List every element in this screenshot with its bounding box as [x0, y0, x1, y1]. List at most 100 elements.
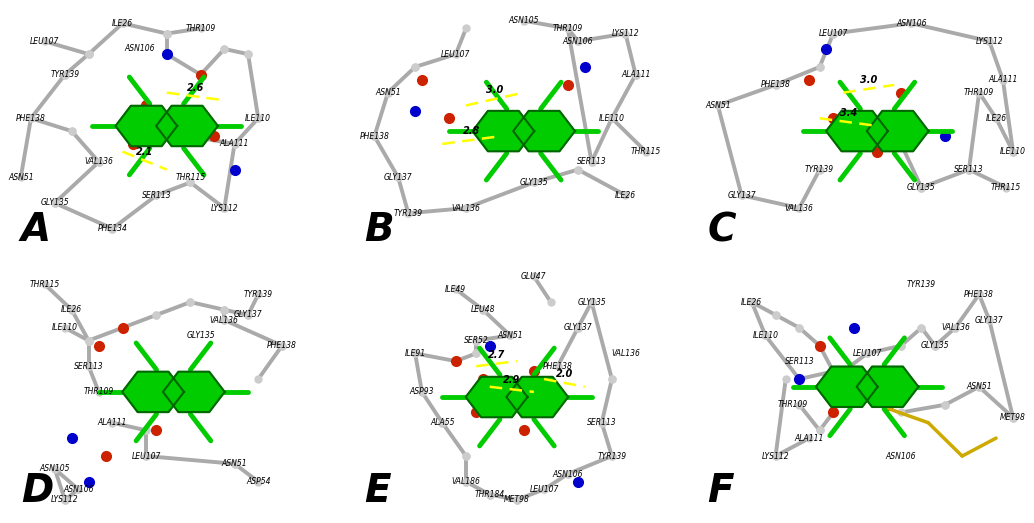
Text: VAL186: VAL186 [452, 477, 481, 486]
Text: GLY137: GLY137 [975, 315, 1004, 325]
Text: TYR139: TYR139 [51, 70, 80, 79]
Text: ASN106: ASN106 [63, 485, 94, 494]
Text: GLY135: GLY135 [577, 298, 606, 306]
Text: ILE110: ILE110 [1000, 147, 1026, 156]
Text: ASN51: ASN51 [497, 331, 523, 340]
Text: ASN106: ASN106 [886, 451, 916, 461]
Text: LEU107: LEU107 [852, 349, 882, 358]
Text: ASN106: ASN106 [562, 37, 594, 46]
Text: MET98: MET98 [1000, 413, 1026, 422]
Text: PHE138: PHE138 [543, 362, 573, 371]
Text: ALA111: ALA111 [795, 434, 824, 442]
Text: ILE91: ILE91 [404, 349, 426, 358]
Polygon shape [856, 367, 918, 407]
Text: LYS112: LYS112 [762, 451, 789, 461]
Text: D: D [21, 472, 53, 510]
Text: LYS112: LYS112 [612, 29, 639, 38]
Text: VAL136: VAL136 [611, 349, 640, 358]
Text: ILE110: ILE110 [245, 114, 271, 123]
Text: PHE138: PHE138 [761, 81, 790, 89]
Text: GLY135: GLY135 [186, 331, 215, 340]
Polygon shape [826, 111, 888, 151]
Polygon shape [156, 106, 218, 146]
Text: LYS112: LYS112 [211, 203, 238, 212]
Text: 3.0: 3.0 [860, 75, 878, 85]
Text: THR115: THR115 [631, 147, 661, 156]
Text: VAL136: VAL136 [210, 315, 239, 325]
Text: TYR139: TYR139 [907, 280, 936, 289]
Text: GLY137: GLY137 [564, 323, 592, 332]
Text: ASN51: ASN51 [375, 88, 401, 97]
Text: ASN51: ASN51 [705, 101, 731, 110]
Text: F: F [707, 472, 734, 510]
Text: 2.7: 2.7 [488, 350, 506, 360]
Polygon shape [513, 111, 575, 151]
Text: LEU107: LEU107 [442, 50, 470, 59]
Text: A: A [21, 211, 51, 249]
Text: GLY137: GLY137 [234, 311, 263, 320]
Text: LEU107: LEU107 [529, 485, 558, 494]
Text: THR115: THR115 [29, 280, 60, 289]
Text: 2.9: 2.9 [504, 376, 520, 385]
Text: MET98: MET98 [504, 495, 529, 504]
Text: GLY135: GLY135 [40, 198, 69, 208]
Text: LEU107: LEU107 [30, 37, 59, 46]
Text: ALA111: ALA111 [989, 75, 1017, 84]
Text: THR115: THR115 [992, 183, 1022, 192]
Text: LEU107: LEU107 [819, 29, 848, 38]
Text: GLY135: GLY135 [519, 178, 548, 187]
Text: GLY137: GLY137 [384, 173, 413, 182]
Text: VAL136: VAL136 [785, 203, 814, 212]
Text: VAL136: VAL136 [85, 157, 114, 166]
Text: 2.1: 2.1 [136, 147, 153, 157]
Polygon shape [116, 106, 177, 146]
Text: GLY135: GLY135 [907, 183, 936, 192]
Text: ILE26: ILE26 [741, 298, 762, 306]
Text: PHE138: PHE138 [16, 114, 45, 123]
Text: ALA55: ALA55 [430, 418, 455, 427]
Text: SER113: SER113 [785, 357, 814, 366]
Text: THR109: THR109 [778, 400, 808, 409]
Text: ILE26: ILE26 [61, 305, 83, 314]
Text: 3.0: 3.0 [486, 85, 504, 95]
Text: ALA111: ALA111 [97, 418, 127, 427]
Text: ILE26: ILE26 [615, 191, 636, 200]
Text: C: C [707, 211, 736, 249]
Text: ASN51: ASN51 [221, 459, 247, 468]
Text: SER113: SER113 [587, 418, 616, 427]
Text: 3.4: 3.4 [840, 108, 857, 118]
Text: GLY137: GLY137 [727, 191, 756, 200]
Polygon shape [473, 111, 535, 151]
Text: PHE138: PHE138 [964, 290, 994, 299]
Text: THR109: THR109 [185, 24, 216, 33]
Text: VAL136: VAL136 [452, 203, 481, 212]
Text: ASN106: ASN106 [896, 19, 926, 28]
Polygon shape [122, 372, 184, 412]
Text: SER113: SER113 [73, 362, 103, 371]
Text: SER113: SER113 [954, 165, 983, 174]
Text: TYR139: TYR139 [244, 290, 273, 299]
Polygon shape [465, 377, 527, 417]
Text: LEU48: LEU48 [470, 305, 495, 314]
Text: ASN51: ASN51 [967, 382, 992, 391]
Text: THR109: THR109 [553, 24, 583, 33]
Text: GLY135: GLY135 [920, 341, 949, 350]
Polygon shape [163, 372, 224, 412]
Polygon shape [866, 111, 929, 151]
Text: PHE134: PHE134 [97, 224, 127, 233]
Text: ASP54: ASP54 [246, 477, 271, 486]
Text: ILE26: ILE26 [112, 19, 133, 28]
Text: ILE26: ILE26 [985, 114, 1007, 123]
Text: ASN51: ASN51 [8, 173, 33, 182]
Text: ALA111: ALA111 [621, 70, 650, 79]
Polygon shape [816, 367, 878, 407]
Text: VAL136: VAL136 [941, 323, 970, 332]
Text: GLU47: GLU47 [521, 272, 547, 281]
Text: LYS112: LYS112 [51, 495, 79, 504]
Text: 2.6: 2.6 [187, 83, 204, 93]
Text: ALA111: ALA111 [220, 140, 249, 149]
Text: ILE110: ILE110 [52, 323, 78, 332]
Text: PHE138: PHE138 [360, 132, 390, 141]
Text: ILE49: ILE49 [446, 285, 466, 294]
Text: ASN105: ASN105 [509, 16, 539, 25]
